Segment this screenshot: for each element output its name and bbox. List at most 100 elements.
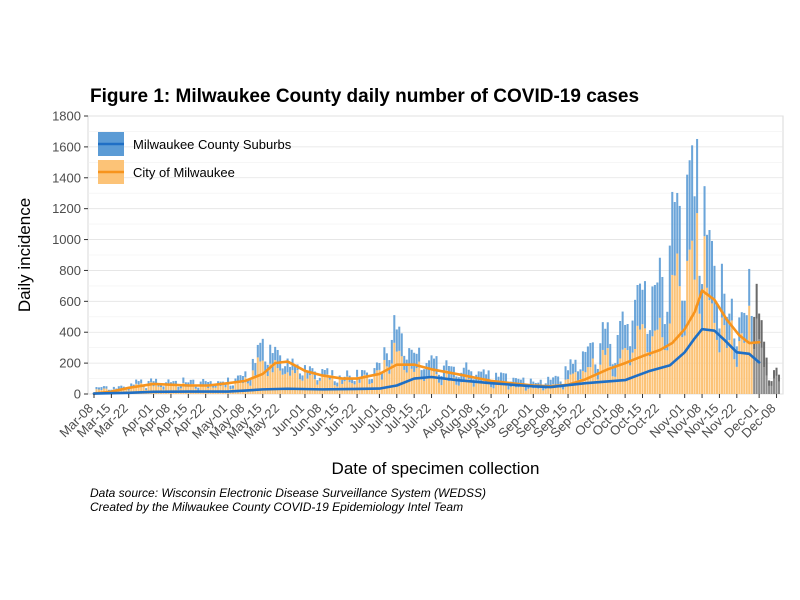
- bar-suburbs: [159, 384, 163, 388]
- bar-suburbs: [120, 385, 123, 389]
- bar-suburbs: [199, 381, 202, 387]
- bar-suburbs: [137, 381, 140, 385]
- bar-city: [445, 370, 448, 394]
- bar-city: [150, 382, 153, 394]
- bar-suburbs: [696, 138, 699, 214]
- bar-city: [490, 387, 493, 394]
- bar-city: [636, 325, 639, 394]
- bar-suburbs: [234, 378, 237, 383]
- bar-city: [281, 374, 284, 394]
- bar-suburbs: [673, 201, 676, 276]
- bar-suburbs: [177, 386, 180, 390]
- bar-city: [323, 375, 326, 394]
- bar-city: [373, 374, 376, 394]
- y-tick-label: 400: [59, 325, 81, 340]
- bar-city: [390, 363, 393, 394]
- bar-city: [428, 377, 431, 394]
- bar-city: [460, 382, 463, 394]
- bar-city: [415, 368, 418, 394]
- bar-city: [343, 381, 346, 394]
- bar-suburbs: [777, 374, 781, 382]
- bar-suburbs: [763, 341, 766, 368]
- bar-suburbs: [368, 379, 371, 385]
- y-tick-label: 800: [59, 263, 81, 278]
- bar-city: [594, 373, 597, 394]
- bar-city: [748, 305, 751, 394]
- bar-city: [500, 382, 503, 394]
- bar-city: [480, 382, 483, 394]
- bar-city: [380, 379, 383, 394]
- bar-suburbs: [145, 388, 148, 390]
- bar-city: [284, 373, 287, 394]
- bar-city: [405, 372, 408, 394]
- grid: [88, 115, 783, 395]
- bar-city: [244, 377, 247, 394]
- bar-city: [599, 364, 602, 394]
- bar-city: [433, 371, 436, 394]
- bar-suburbs: [487, 370, 490, 382]
- bar-suburbs: [606, 322, 609, 349]
- bar-suburbs: [375, 362, 378, 371]
- bar-city: [388, 373, 391, 394]
- bar-suburbs: [182, 377, 185, 384]
- bar-suburbs: [730, 298, 733, 321]
- bar-suburbs: [363, 370, 366, 375]
- bar-city: [132, 387, 135, 394]
- bar-suburbs: [440, 375, 443, 386]
- y-tick-label: 1800: [52, 109, 81, 124]
- bar-suburbs: [460, 372, 463, 383]
- bar-city: [509, 386, 512, 394]
- bar-suburbs: [609, 343, 612, 367]
- bar-suburbs: [274, 346, 277, 361]
- bar-city: [512, 383, 515, 394]
- bar-suburbs: [624, 324, 627, 349]
- bar-suburbs: [100, 387, 103, 390]
- chart-title: Figure 1: Milwaukee County daily number …: [90, 86, 639, 107]
- bar-suburbs: [264, 361, 267, 373]
- bar-suburbs: [286, 358, 289, 373]
- bar-suburbs: [688, 160, 691, 250]
- bar-suburbs: [249, 379, 252, 386]
- bar-suburbs: [504, 373, 508, 382]
- bar-suburbs: [189, 379, 192, 385]
- bar-suburbs: [638, 283, 642, 330]
- bar-city: [624, 348, 627, 394]
- bar-city: [482, 380, 485, 394]
- bar-city: [361, 377, 364, 394]
- data-source-note: Data source: Wisconsin Electronic Diseas…: [90, 486, 487, 500]
- bar-city: [537, 388, 540, 394]
- bar-city: [532, 388, 535, 394]
- bar-city: [306, 378, 309, 394]
- bar-city: [311, 374, 314, 394]
- bar-city: [217, 385, 220, 394]
- bar-city: [410, 368, 413, 394]
- bar-suburbs: [385, 353, 388, 367]
- bar-suburbs: [465, 362, 468, 375]
- credit-note: Created by the Milwaukee County COVID-19…: [90, 500, 464, 514]
- bar-city: [274, 360, 277, 394]
- bar-suburbs: [246, 380, 249, 384]
- bar-city: [678, 286, 681, 394]
- bar-suburbs: [643, 281, 646, 329]
- bar-city: [502, 381, 505, 394]
- bar-suburbs: [179, 385, 182, 389]
- bar-suburbs: [745, 315, 748, 343]
- bar-suburbs: [370, 379, 373, 383]
- bar-suburbs: [646, 333, 649, 353]
- bar-suburbs: [229, 385, 232, 390]
- bar-suburbs: [415, 353, 418, 369]
- bar-city: [596, 379, 599, 394]
- bar-suburbs: [472, 379, 475, 387]
- bar-suburbs: [547, 376, 550, 386]
- bar-suburbs: [214, 384, 217, 388]
- bar-suburbs: [567, 370, 570, 380]
- bar-city: [318, 380, 321, 394]
- bar-city: [753, 349, 756, 394]
- bar-city: [435, 374, 438, 394]
- bar-city: [497, 384, 500, 394]
- bar-suburbs: [713, 265, 716, 323]
- bar-city: [236, 382, 239, 394]
- bar-suburbs: [269, 344, 272, 364]
- y-tick-label: 1600: [52, 139, 81, 154]
- bar-city: [172, 385, 175, 394]
